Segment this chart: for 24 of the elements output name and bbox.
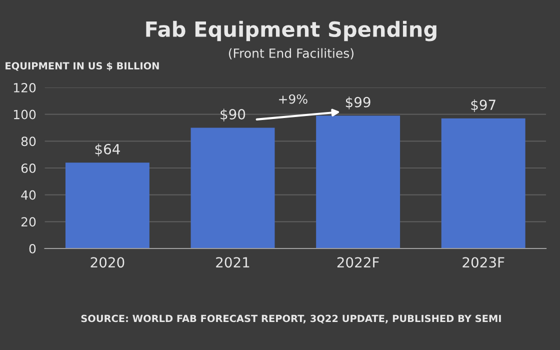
x-tick-label: 2023F — [462, 257, 504, 268]
x-tick-label: 2021 — [216, 257, 250, 268]
chart-title: Fab Equipment Spending — [146, 20, 436, 42]
source-note: SOURCE: WORLD FAB FORECAST REPORT, 3Q22 UPDATE, PUBLISHED BY SEMI — [81, 314, 501, 324]
y-tick-label: 80 — [21, 136, 36, 146]
bar — [65, 162, 150, 248]
bar — [441, 118, 526, 248]
annotation: +9% — [279, 94, 308, 104]
y-tick-label: 120 — [14, 82, 36, 92]
bar — [190, 128, 275, 248]
x-tick-label: 2022F — [337, 257, 379, 268]
y-tick-label: 20 — [21, 217, 36, 227]
chart-subtitle: (Front End Facilities) — [228, 48, 354, 60]
data-label: $90 — [220, 108, 246, 122]
data-label: $97 — [471, 99, 496, 112]
bar — [316, 116, 400, 248]
y-tick-label: 0 — [29, 244, 36, 254]
x-tick-label: 2020 — [90, 257, 124, 268]
data-label: $99 — [346, 96, 370, 110]
data-label: $64 — [95, 144, 120, 156]
y-tick-label: 40 — [21, 190, 36, 200]
y-axis-title: EQUIPMENT IN US $ BILLION — [6, 62, 159, 71]
y-tick-label: 60 — [21, 163, 36, 173]
y-tick-label: 100 — [14, 110, 36, 120]
